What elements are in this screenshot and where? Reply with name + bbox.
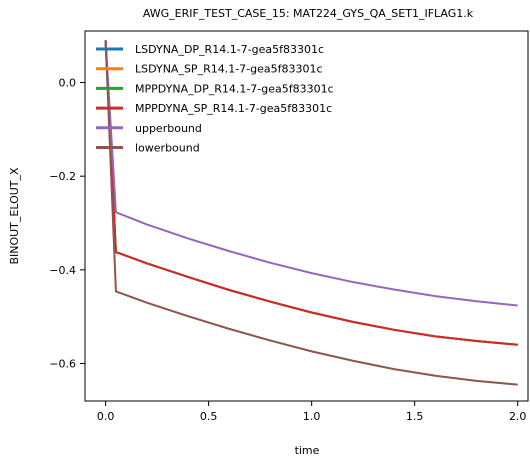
series-line-5: [104, 40, 518, 307]
x-tick-label: 0.0: [97, 410, 115, 423]
series-line-6: [104, 40, 518, 386]
y-tick-label: −0.6: [49, 358, 76, 371]
x-axis: 0.0 0.5 1.0 1.5 2.0: [97, 401, 527, 423]
x-tick-label: 0.5: [200, 410, 218, 423]
series-line-4: [104, 40, 518, 346]
y-axis-label: BINOUT_ELOUT_X: [8, 167, 21, 265]
y-tick-label: 0.0: [59, 77, 77, 90]
legend-label-6: lowerbound: [135, 142, 200, 155]
y-axis: 0.0 −0.2 −0.4 −0.6: [49, 77, 85, 371]
legend-label-2: LSDYNA_SP_R14.1-7-gea5f83301c: [135, 63, 323, 76]
legend-label-5: upperbound: [135, 122, 202, 135]
x-tick-label: 1.5: [406, 410, 424, 423]
legend-label-4: MPPDYNA_SP_R14.1-7-gea5f83301c: [135, 102, 332, 115]
plot-frame: [84, 30, 529, 402]
x-axis-label: time: [295, 444, 320, 457]
legend: LSDYNA_DP_R14.1-7-gea5f83301c LSDYNA_SP_R…: [96, 43, 334, 155]
series-group: [104, 40, 518, 386]
y-tick-label: −0.2: [49, 170, 76, 183]
chart-title: AWG_ERIF_TEST_CASE_15: MAT224_GYS_QA_SET…: [143, 7, 474, 20]
plot-area: 0.0 0.5 1.0 1.5 2.0 0.0 −0.2 −0.4 −0.6: [49, 30, 529, 423]
legend-label-3: MPPDYNA_DP_R14.1-7-gea5f83301c: [135, 82, 334, 95]
x-tick-label: 1.0: [303, 410, 321, 423]
legend-label-1: LSDYNA_DP_R14.1-7-gea5f83301c: [135, 43, 324, 56]
x-tick-label: 2.0: [509, 410, 527, 423]
y-tick-label: −0.4: [49, 264, 76, 277]
